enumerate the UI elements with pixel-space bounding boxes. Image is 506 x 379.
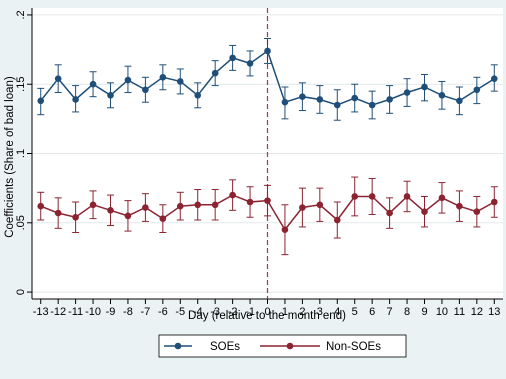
y-tick-label: .1 bbox=[15, 149, 27, 158]
data-point bbox=[159, 215, 167, 222]
x-tick-label: -10 bbox=[85, 306, 101, 318]
data-point bbox=[403, 89, 411, 96]
data-point bbox=[107, 92, 114, 99]
data-point bbox=[37, 202, 45, 210]
data-point bbox=[473, 86, 481, 94]
data-point bbox=[107, 207, 114, 214]
axes: 0.05.1.15.2-13 -12 -11 -10 -9 -8 -7 -6 -5 -4 -3 -2-… bbox=[15, 8, 503, 318]
data-point bbox=[124, 212, 132, 220]
x-tick-label: -1 bbox=[245, 306, 255, 318]
x-tick-label: -2 bbox=[228, 306, 238, 318]
data-point bbox=[473, 208, 481, 215]
y-tick-label: .15 bbox=[15, 77, 27, 92]
legend-marker-soes bbox=[174, 342, 182, 350]
x-tick-label: -11 bbox=[68, 306, 83, 318]
x-tick-label: 8 bbox=[404, 306, 410, 318]
data-point bbox=[421, 83, 428, 91]
data-point bbox=[368, 193, 376, 200]
x-tick-label: 6 bbox=[369, 306, 375, 318]
data-point bbox=[299, 204, 306, 211]
x-tick-label: 3 bbox=[317, 306, 323, 318]
data-point bbox=[176, 202, 184, 210]
data-point bbox=[490, 198, 498, 206]
y-tick-label: 0 bbox=[15, 289, 27, 295]
x-tick-label: -12 bbox=[50, 306, 66, 318]
data-point bbox=[142, 204, 149, 211]
x-tick-label: 4 bbox=[334, 306, 340, 318]
legend-label-soes: SOEs bbox=[210, 341, 240, 353]
data-point bbox=[316, 201, 324, 209]
data-point bbox=[351, 94, 359, 102]
data-point bbox=[438, 194, 446, 202]
data-point bbox=[194, 201, 202, 209]
data-point bbox=[299, 93, 306, 100]
data-point bbox=[194, 92, 202, 99]
x-tick-label: 1 bbox=[282, 306, 288, 318]
series-non-soes bbox=[37, 176, 498, 256]
data-point bbox=[351, 193, 359, 200]
x-tick-label: 12 bbox=[471, 306, 483, 318]
data-point bbox=[54, 75, 62, 82]
series-group bbox=[37, 37, 498, 256]
legend: SOEs Non-SOEs bbox=[158, 334, 407, 358]
data-point bbox=[211, 201, 219, 209]
data-point bbox=[124, 76, 132, 84]
legend-marker-non-soes bbox=[286, 342, 294, 350]
data-point bbox=[211, 69, 219, 77]
data-point bbox=[281, 98, 289, 106]
data-point bbox=[176, 78, 184, 85]
data-point bbox=[316, 96, 324, 103]
y-axis-label: Coefficients (Share of bad loan) bbox=[4, 76, 16, 238]
data-point bbox=[37, 97, 45, 105]
x-tick-label: 5 bbox=[352, 306, 358, 318]
x-tick-label: 2 bbox=[299, 306, 305, 318]
data-point bbox=[368, 101, 376, 109]
x-tick-label: -6 bbox=[158, 306, 168, 318]
data-point bbox=[403, 193, 411, 200]
x-tick-label: 0 bbox=[264, 306, 270, 318]
x-axis-label: Day (relative to the month end) bbox=[188, 310, 346, 322]
data-point bbox=[333, 216, 341, 224]
data-point bbox=[281, 226, 289, 234]
data-point bbox=[333, 101, 341, 109]
legend-label-non-soes: Non-SOEs bbox=[326, 341, 381, 353]
data-point bbox=[89, 201, 97, 209]
y-tick-label: .05 bbox=[15, 215, 27, 230]
data-point bbox=[72, 96, 79, 103]
data-point bbox=[246, 60, 254, 67]
x-tick-label: -4 bbox=[193, 306, 203, 318]
x-tick-label: -5 bbox=[175, 306, 185, 318]
data-point bbox=[264, 47, 271, 55]
data-point bbox=[246, 198, 254, 206]
data-point bbox=[159, 73, 167, 81]
data-point bbox=[490, 75, 498, 82]
data-point bbox=[229, 54, 236, 62]
x-tick-label: -9 bbox=[106, 306, 116, 318]
data-point bbox=[386, 96, 393, 103]
x-tick-label: -8 bbox=[123, 306, 133, 318]
data-point bbox=[89, 80, 97, 88]
data-point bbox=[142, 86, 149, 94]
x-tick-label: -13 bbox=[33, 306, 49, 318]
x-tick-label: -7 bbox=[140, 306, 150, 318]
data-point bbox=[72, 213, 79, 221]
data-point bbox=[229, 191, 236, 199]
x-tick-label: 7 bbox=[387, 306, 393, 318]
x-tick-label: 9 bbox=[421, 306, 427, 318]
data-point bbox=[264, 197, 271, 204]
x-tick-label: 13 bbox=[488, 306, 500, 318]
x-tick-label: 10 bbox=[436, 306, 448, 318]
data-point bbox=[421, 208, 428, 215]
series-soes bbox=[37, 37, 498, 121]
data-point bbox=[54, 209, 62, 217]
y-tick-label: .2 bbox=[15, 10, 27, 19]
data-point bbox=[438, 92, 446, 99]
x-tick-label: -3 bbox=[210, 306, 220, 318]
data-point bbox=[386, 209, 393, 217]
data-point bbox=[456, 202, 463, 210]
data-point bbox=[456, 97, 463, 105]
x-tick-label: 11 bbox=[454, 306, 465, 318]
